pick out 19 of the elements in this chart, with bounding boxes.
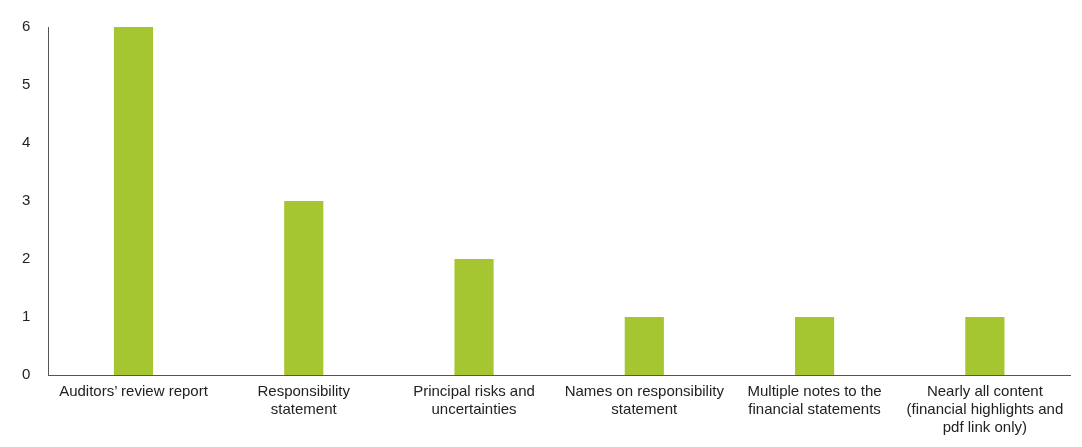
y-tick-label: 5: [22, 75, 31, 93]
bar: [113, 27, 154, 375]
y-tick-label: 0: [22, 365, 31, 383]
x-tick-label: Nearly all content (financial highlights and pdf link only): [906, 382, 1064, 436]
y-tick-label: 6: [22, 17, 31, 35]
bar: [454, 259, 494, 375]
bar: [284, 201, 324, 375]
x-tick-label: Names on responsibility statement: [564, 382, 725, 418]
y-tick-label: 2: [22, 249, 31, 267]
bar: [965, 317, 1005, 375]
x-tick-label: Principal risks and uncertainties: [413, 382, 535, 418]
x-tick-label: Auditors’ review report: [59, 382, 209, 400]
y-tick-label: 3: [22, 191, 31, 209]
y-tick-label: 1: [22, 307, 31, 325]
y-tick-label: 4: [22, 133, 31, 151]
x-tick-label: Responsibility statement: [257, 382, 351, 418]
bar: [624, 317, 664, 375]
bar: [795, 317, 835, 375]
x-tick-label: Multiple notes to the financial statements: [747, 382, 882, 418]
